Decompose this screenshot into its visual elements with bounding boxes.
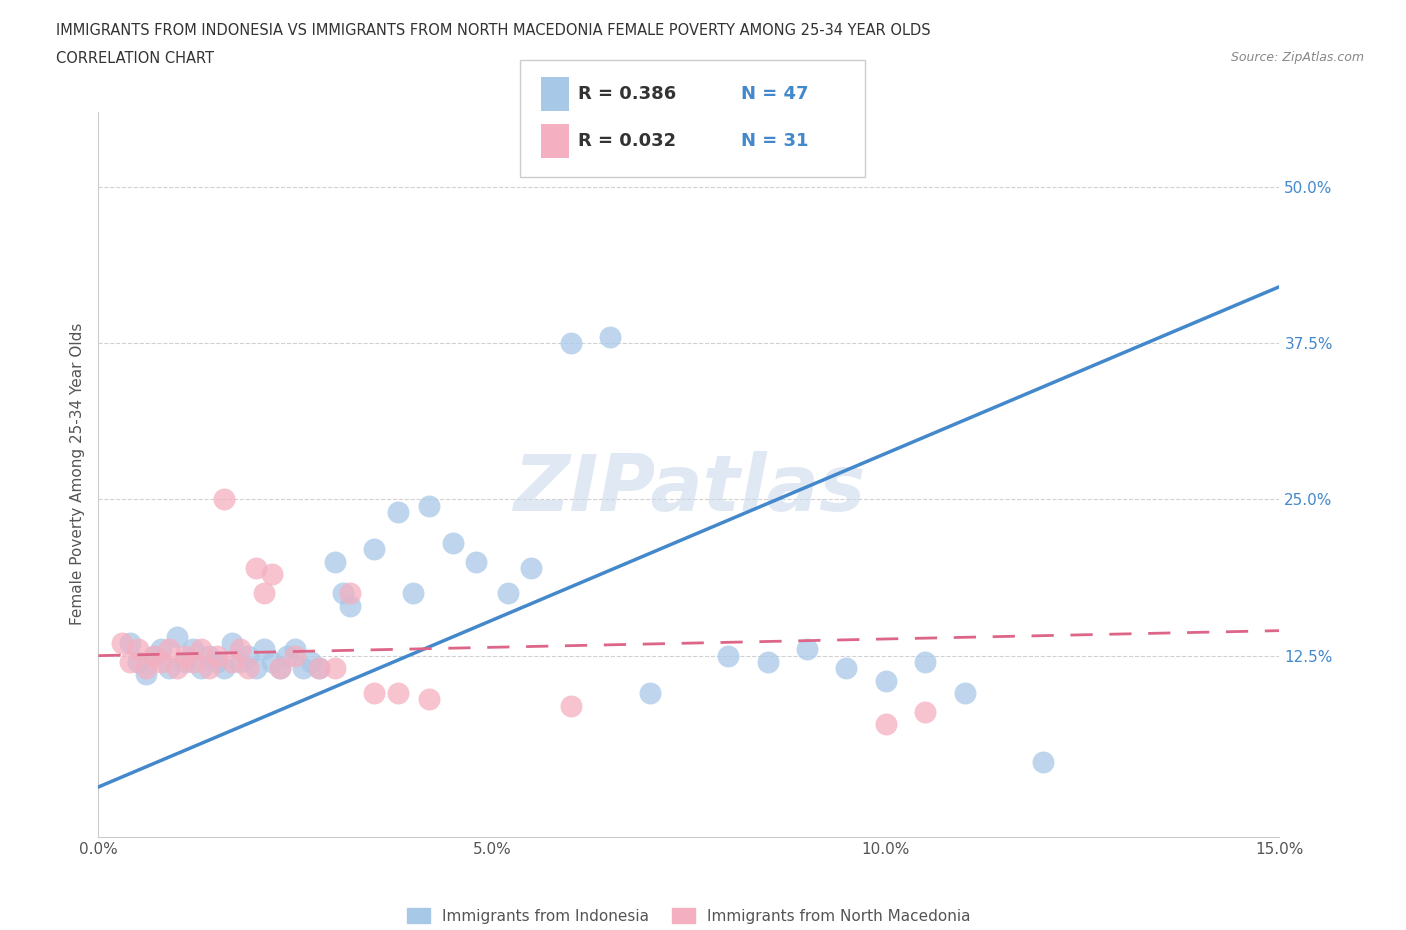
Point bbox=[323, 554, 346, 569]
Point bbox=[118, 636, 141, 651]
Point bbox=[1032, 754, 1054, 769]
Point bbox=[253, 642, 276, 657]
Point bbox=[284, 648, 307, 663]
Point bbox=[190, 660, 212, 675]
Point bbox=[174, 648, 197, 663]
Y-axis label: Female Poverty Among 25-34 Year Olds: Female Poverty Among 25-34 Year Olds bbox=[69, 323, 84, 626]
Point bbox=[236, 648, 259, 663]
Point bbox=[181, 642, 204, 657]
Point bbox=[127, 655, 149, 670]
Point bbox=[402, 586, 425, 601]
Point bbox=[135, 667, 157, 682]
Point bbox=[875, 673, 897, 688]
Point bbox=[174, 655, 197, 670]
Text: IMMIGRANTS FROM INDONESIA VS IMMIGRANTS FROM NORTH MACEDONIA FEMALE POVERTY AMON: IMMIGRANTS FROM INDONESIA VS IMMIGRANTS … bbox=[56, 23, 931, 38]
Point bbox=[229, 642, 252, 657]
Text: CORRELATION CHART: CORRELATION CHART bbox=[56, 51, 214, 66]
Point bbox=[221, 655, 243, 670]
Point bbox=[332, 586, 354, 601]
Point bbox=[245, 660, 267, 675]
Text: N = 47: N = 47 bbox=[741, 85, 808, 103]
Point bbox=[253, 586, 276, 601]
Point bbox=[181, 655, 204, 670]
Point bbox=[166, 660, 188, 675]
Point bbox=[560, 336, 582, 351]
Point bbox=[190, 642, 212, 657]
Point bbox=[875, 717, 897, 732]
Point bbox=[118, 655, 141, 670]
Point bbox=[796, 642, 818, 657]
Text: Source: ZipAtlas.com: Source: ZipAtlas.com bbox=[1230, 51, 1364, 64]
Point bbox=[166, 630, 188, 644]
Point bbox=[717, 648, 740, 663]
Point bbox=[914, 705, 936, 720]
Point bbox=[236, 660, 259, 675]
Point bbox=[418, 692, 440, 707]
Point bbox=[520, 561, 543, 576]
Point bbox=[308, 660, 330, 675]
Point bbox=[638, 685, 661, 700]
Point bbox=[387, 504, 409, 519]
Point bbox=[111, 636, 134, 651]
Point bbox=[835, 660, 858, 675]
Point bbox=[953, 685, 976, 700]
Point bbox=[260, 567, 283, 582]
Point bbox=[197, 648, 219, 663]
Point bbox=[418, 498, 440, 513]
Point bbox=[150, 655, 173, 670]
Point bbox=[299, 655, 322, 670]
Point bbox=[245, 561, 267, 576]
Point bbox=[221, 636, 243, 651]
Text: R = 0.386: R = 0.386 bbox=[578, 85, 676, 103]
Point bbox=[914, 655, 936, 670]
Point bbox=[205, 655, 228, 670]
Point bbox=[142, 648, 165, 663]
Point bbox=[284, 642, 307, 657]
Point bbox=[214, 492, 236, 507]
Point bbox=[205, 648, 228, 663]
Text: ZIPatlas: ZIPatlas bbox=[513, 451, 865, 526]
Point bbox=[756, 655, 779, 670]
Point bbox=[441, 536, 464, 551]
Point bbox=[142, 648, 165, 663]
Point bbox=[157, 660, 180, 675]
Point bbox=[599, 329, 621, 344]
Point bbox=[560, 698, 582, 713]
Point bbox=[157, 642, 180, 657]
Point bbox=[260, 655, 283, 670]
Point bbox=[135, 660, 157, 675]
Point bbox=[269, 660, 291, 675]
Point bbox=[276, 648, 298, 663]
Point bbox=[292, 660, 315, 675]
Point bbox=[496, 586, 519, 601]
Legend: Immigrants from Indonesia, Immigrants from North Macedonia: Immigrants from Indonesia, Immigrants fr… bbox=[408, 908, 970, 923]
Point bbox=[127, 642, 149, 657]
Point bbox=[339, 586, 361, 601]
Point bbox=[308, 660, 330, 675]
Point bbox=[197, 660, 219, 675]
Point bbox=[339, 598, 361, 613]
Point bbox=[363, 685, 385, 700]
Point bbox=[214, 660, 236, 675]
Text: N = 31: N = 31 bbox=[741, 132, 808, 150]
Point bbox=[269, 660, 291, 675]
Point bbox=[465, 554, 488, 569]
Point bbox=[363, 542, 385, 557]
Point bbox=[323, 660, 346, 675]
Point bbox=[387, 685, 409, 700]
Point bbox=[229, 655, 252, 670]
Point bbox=[150, 642, 173, 657]
Text: R = 0.032: R = 0.032 bbox=[578, 132, 676, 150]
